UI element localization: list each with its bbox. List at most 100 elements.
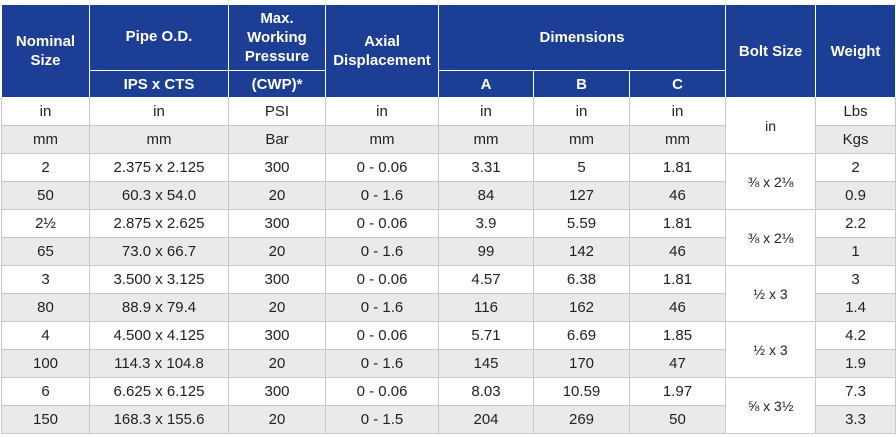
cell-pressure: 300 xyxy=(228,209,326,238)
cell-a: 5.71 xyxy=(438,321,534,350)
cell-c: 1.97 xyxy=(628,377,727,406)
cell-axial: 0 - 0.06 xyxy=(325,153,439,182)
unit-cell: Bar xyxy=(228,125,326,154)
unit-cell: Lbs xyxy=(815,97,896,126)
cell-size: 3 xyxy=(1,265,90,294)
cell-weight: 7.3 xyxy=(815,377,896,406)
cell-size: 6 xyxy=(1,377,90,406)
cell-c: 1.81 xyxy=(628,265,727,294)
header-dimensions: Dimensions xyxy=(437,4,727,71)
table-row: 3 3.500 x 3.125 300 0 - 0.06 4.57 6.38 1.81 ½ x… xyxy=(1,265,896,322)
cell-b: 127 xyxy=(533,181,630,210)
cell-a: 4.57 xyxy=(438,265,534,294)
cell-size: 2 xyxy=(1,153,90,182)
cell-od: 2.875 x 2.625 xyxy=(89,209,229,238)
cell-weight: 1 xyxy=(815,237,896,266)
unit-cell: mm xyxy=(533,125,630,154)
cell-b: 269 xyxy=(533,405,630,434)
units-row-imperial: in in PSI in in in in in Lbs xyxy=(1,97,896,154)
cell-a: 145 xyxy=(438,349,534,378)
cell-b: 10.59 xyxy=(533,377,630,406)
cell-axial: 0 - 0.06 xyxy=(325,377,439,406)
cell-weight: 0.9 xyxy=(815,181,896,210)
unit-cell: in xyxy=(1,97,90,126)
cell-size: 4 xyxy=(1,321,90,350)
unit-cell: mm xyxy=(1,125,90,154)
cell-pressure: 20 xyxy=(228,293,326,322)
cell-bolt-size: ½ x 3 xyxy=(725,321,817,378)
cell-od: 3.500 x 3.125 xyxy=(89,265,229,294)
cell-pressure: 300 xyxy=(228,153,326,182)
cell-pressure: 300 xyxy=(228,377,326,406)
cell-bolt-size: ⅜ x 2⅛ xyxy=(725,209,817,266)
units-row-metric: mm mm Bar mm mm mm mm Kgs xyxy=(1,125,896,154)
cell-size: 100 xyxy=(1,349,90,378)
cell-od: 114.3 x 104.8 xyxy=(89,349,229,378)
cell-b: 6.69 xyxy=(533,321,630,350)
cell-pressure: 300 xyxy=(228,265,326,294)
header-bolt-size: Bolt Size xyxy=(725,4,817,98)
cell-axial: 0 - 0.06 xyxy=(325,209,439,238)
cell-od: 60.3 x 54.0 xyxy=(89,181,229,210)
cell-weight: 2.2 xyxy=(815,209,896,238)
cell-od: 6.625 x 6.125 xyxy=(89,377,229,406)
cell-a: 116 xyxy=(438,293,534,322)
unit-cell: in xyxy=(438,97,534,126)
unit-cell: mm xyxy=(325,125,439,154)
cell-c: 46 xyxy=(628,293,727,322)
cell-pressure: 20 xyxy=(228,181,326,210)
cell-a: 84 xyxy=(438,181,534,210)
table-row: 4 4.500 x 4.125 300 0 - 0.06 5.71 6.69 1.85 ½ x… xyxy=(1,321,896,378)
table-row: 6 6.625 x 6.125 300 0 - 0.06 8.03 10.59 1.97 ⅝ … xyxy=(1,377,896,434)
cell-weight: 4.2 xyxy=(815,321,896,350)
cell-bolt-size: ½ x 3 xyxy=(725,265,817,322)
cell-weight: 1.9 xyxy=(815,349,896,378)
unit-cell: in xyxy=(628,97,727,126)
cell-od: 168.3 x 155.6 xyxy=(89,405,229,434)
cell-b: 170 xyxy=(533,349,630,378)
cell-weight: 3.3 xyxy=(815,405,896,434)
cell-weight: 1.4 xyxy=(815,293,896,322)
cell-b: 142 xyxy=(533,237,630,266)
table-row: 100 114.3 x 104.8 20 0 - 1.6 145 170 47 1.9 xyxy=(1,349,896,378)
cell-od: 73.0 x 66.7 xyxy=(89,237,229,266)
cell-c: 46 xyxy=(628,237,727,266)
cell-size: 65 xyxy=(1,237,90,266)
table-row: 2 2.375 x 2.125 300 0 - 0.06 3.31 5 1.81 ⅜ x 2⅛… xyxy=(1,153,896,210)
cell-b: 6.38 xyxy=(533,265,630,294)
cell-od: 4.500 x 4.125 xyxy=(89,321,229,350)
cell-c: 47 xyxy=(628,349,727,378)
unit-cell: in xyxy=(89,97,229,126)
cell-axial: 0 - 1.6 xyxy=(325,349,439,378)
cell-axial: 0 - 1.5 xyxy=(325,405,439,434)
cell-axial: 0 - 1.6 xyxy=(325,181,439,210)
cell-b: 5 xyxy=(533,153,630,182)
cell-bolt-size: ⅝ x 3½ xyxy=(725,377,817,434)
cell-c: 1.85 xyxy=(628,321,727,350)
cell-od: 2.375 x 2.125 xyxy=(89,153,229,182)
cell-od: 88.9 x 79.4 xyxy=(89,293,229,322)
cell-a: 3.31 xyxy=(438,153,534,182)
table-row: 2½ 2.875 x 2.625 300 0 - 0.06 3.9 5.59 1.81 ⅜ x… xyxy=(1,209,896,266)
cell-axial: 0 - 0.06 xyxy=(325,265,439,294)
cell-axial: 0 - 1.6 xyxy=(325,293,439,322)
cell-bolt-size: ⅜ x 2⅛ xyxy=(725,153,817,210)
cell-pressure: 300 xyxy=(228,321,326,350)
cell-pressure: 20 xyxy=(228,349,326,378)
cell-pressure: 20 xyxy=(228,405,326,434)
cell-c: 46 xyxy=(628,181,727,210)
header-pipe-od-sub: IPS x CTS xyxy=(89,70,229,98)
cell-weight: 2 xyxy=(815,153,896,182)
header-dim-a: A xyxy=(438,70,534,98)
unit-cell: Kgs xyxy=(815,125,896,154)
unit-cell: mm xyxy=(438,125,534,154)
header-weight: Weight xyxy=(815,4,896,98)
cell-size: 80 xyxy=(1,293,90,322)
cell-size: 2½ xyxy=(1,209,90,238)
cell-b: 162 xyxy=(533,293,630,322)
cell-pressure: 20 xyxy=(228,237,326,266)
cell-size: 50 xyxy=(1,181,90,210)
cell-a: 99 xyxy=(438,237,534,266)
header-dim-b: B xyxy=(533,70,630,98)
unit-cell-bolt: in xyxy=(725,97,817,154)
